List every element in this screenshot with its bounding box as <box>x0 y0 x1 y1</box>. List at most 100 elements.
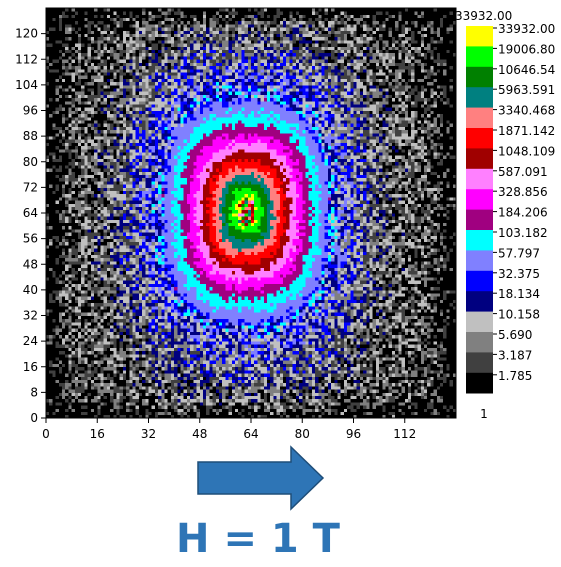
heatmap-cell <box>71 309 76 313</box>
heatmap-cell <box>138 405 143 409</box>
heatmap-cell <box>343 331 348 336</box>
heatmap-cell <box>452 296 457 300</box>
heatmap-cell <box>71 379 76 384</box>
heatmap-cell <box>270 302 274 307</box>
heatmap-cell <box>401 293 406 297</box>
heatmap-cell <box>100 312 105 316</box>
heatmap-cell <box>318 318 322 323</box>
heatmap-cell <box>436 369 441 374</box>
heatmap-cell <box>212 379 217 384</box>
heatmap-cell <box>423 385 428 390</box>
heatmap-cell <box>395 293 399 297</box>
heatmap-cell <box>126 299 130 304</box>
heatmap-cell <box>273 357 278 361</box>
heatmap-cell <box>359 312 364 316</box>
heatmap-cell <box>439 293 444 297</box>
heatmap-cell <box>103 379 108 384</box>
heatmap-cell <box>366 334 370 339</box>
heatmap-cell <box>379 299 383 304</box>
heatmap-cell <box>103 382 108 387</box>
heatmap-cell <box>385 369 390 374</box>
heatmap-cell <box>315 318 319 323</box>
heatmap-cell <box>87 369 92 374</box>
heatmap-cell <box>58 350 63 355</box>
heatmap-cell <box>407 328 412 332</box>
heatmap-cell <box>145 395 149 400</box>
heatmap-cell <box>74 302 79 307</box>
heatmap-cell <box>122 392 127 396</box>
heatmap-cell <box>74 357 79 361</box>
heatmap-cell <box>340 318 345 323</box>
heatmap-cell <box>263 405 268 409</box>
heatmap-cell <box>337 411 342 416</box>
heatmap-cell <box>315 369 319 374</box>
heatmap-cell <box>404 360 409 364</box>
heatmap-cell <box>404 347 409 352</box>
heatmap-cell <box>420 312 425 316</box>
heatmap-cell <box>334 293 338 297</box>
heatmap-cell <box>218 299 223 304</box>
heatmap-cell <box>321 414 326 419</box>
heatmap-cell <box>302 344 306 348</box>
heatmap-cell <box>183 347 188 352</box>
heatmap-cell <box>385 379 390 384</box>
heatmap-cell <box>427 347 431 352</box>
heatmap-cell <box>49 328 53 332</box>
heatmap-cell <box>154 376 159 380</box>
heatmap-cell <box>135 395 140 400</box>
heatmap-cell <box>46 309 50 313</box>
heatmap-cell <box>167 360 172 364</box>
heatmap-cell <box>327 315 332 320</box>
heatmap-cell <box>222 357 226 361</box>
heatmap-cell <box>177 293 181 297</box>
heatmap-cell <box>52 392 57 396</box>
heatmap-cell <box>327 309 332 313</box>
heatmap-cell <box>97 392 101 396</box>
heatmap-cell <box>443 337 447 342</box>
heatmap-cell <box>190 344 194 348</box>
heatmap-cell <box>234 312 239 316</box>
heatmap-cell <box>116 389 121 393</box>
heatmap-cell <box>199 299 204 304</box>
heatmap-cell <box>343 305 348 310</box>
heatmap-cell <box>359 398 364 403</box>
heatmap-cell <box>279 411 284 416</box>
heatmap-cell <box>215 392 220 396</box>
heatmap-cell <box>273 337 278 342</box>
heatmap-cell <box>270 293 274 297</box>
heatmap-cell <box>321 405 326 409</box>
heatmap-cell <box>385 398 390 403</box>
heatmap-cell <box>251 312 255 316</box>
heatmap-cell <box>388 395 393 400</box>
heatmap-cell <box>202 302 207 307</box>
heatmap-cell <box>244 408 249 412</box>
heatmap-cell <box>218 347 223 352</box>
heatmap-cell <box>132 328 137 332</box>
heatmap-cell <box>119 414 124 419</box>
heatmap-cell <box>276 392 281 396</box>
heatmap-cell <box>283 296 287 300</box>
heatmap-cell <box>401 398 406 403</box>
heatmap-cell <box>113 401 117 406</box>
heatmap-cell <box>238 401 242 406</box>
heatmap-cell <box>379 395 383 400</box>
heatmap-cell <box>439 337 444 342</box>
heatmap-cell <box>404 328 409 332</box>
heatmap-cell <box>180 392 185 396</box>
heatmap-cell <box>260 321 265 326</box>
heatmap-cell <box>423 408 428 412</box>
heatmap-cell <box>241 405 245 409</box>
heatmap-cell <box>158 318 162 323</box>
heatmap-cell <box>350 325 354 329</box>
heatmap-cell <box>417 347 422 352</box>
heatmap-cell <box>142 408 146 412</box>
heatmap-cell <box>142 331 146 336</box>
heatmap-cell <box>145 309 149 313</box>
heatmap-cell <box>404 318 409 323</box>
heatmap-cell <box>122 299 127 304</box>
heatmap-cell <box>138 414 143 419</box>
heatmap-cell <box>148 347 153 352</box>
heatmap-cell <box>315 293 319 297</box>
heatmap-cell <box>68 414 73 419</box>
heatmap-cell <box>225 315 229 320</box>
